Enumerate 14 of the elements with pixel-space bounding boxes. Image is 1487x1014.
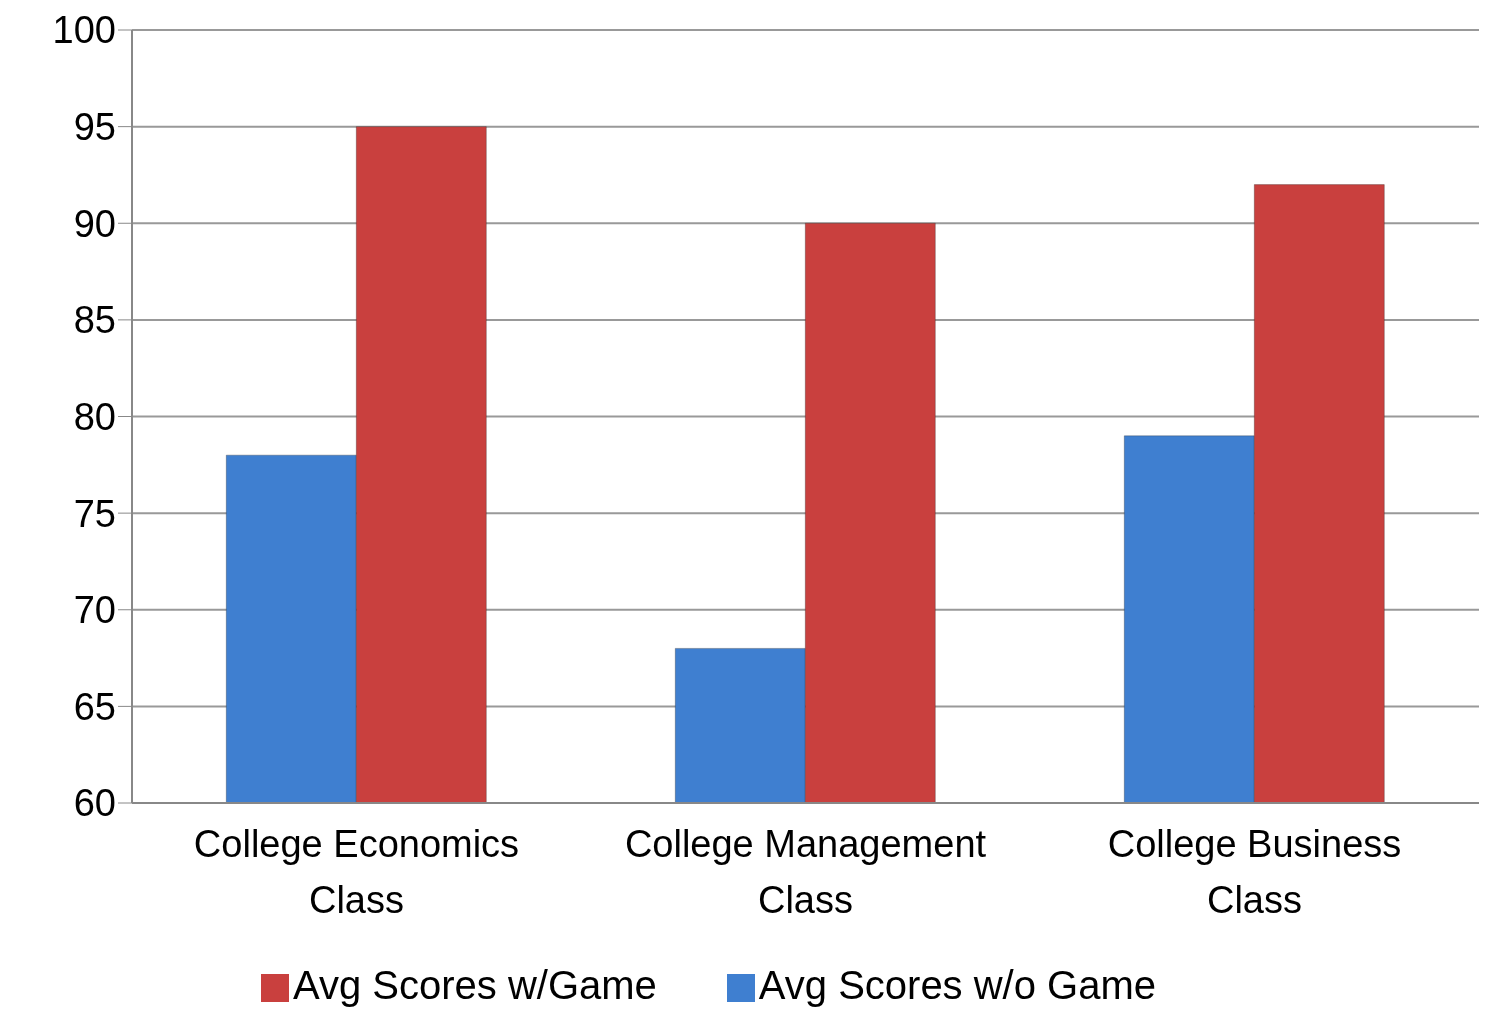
legend-label: Avg Scores w/o Game [758, 963, 1157, 1007]
x-tick-label: College Management Class [624, 823, 987, 921]
y-tick-label: 80 [73, 395, 116, 438]
x-tick-label: College Economics Class [193, 823, 520, 921]
legend-label: Avg Scores w/Game [292, 963, 657, 1007]
x-tick-label: College Business Class [1107, 823, 1402, 921]
y-tick-label: 75 [73, 492, 116, 535]
y-tick-label: 90 [73, 202, 116, 245]
y-tick-label: 85 [73, 299, 116, 342]
y-tick-label: 60 [73, 782, 116, 825]
y-tick-label: 95 [73, 106, 116, 149]
y-tick-label: 70 [73, 589, 116, 632]
y-tick-label: 65 [73, 685, 116, 728]
y-tick-label: 100 [52, 9, 116, 52]
